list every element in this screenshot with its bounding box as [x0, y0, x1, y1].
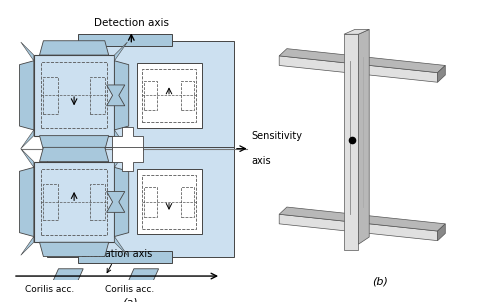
Polygon shape [128, 269, 158, 283]
Bar [142, 175, 196, 229]
Text: (a): (a) [122, 297, 138, 302]
Polygon shape [106, 191, 125, 212]
Bar [144, 187, 156, 217]
Text: (b): (b) [372, 276, 388, 287]
Bar [136, 63, 202, 128]
Polygon shape [20, 61, 34, 130]
Polygon shape [279, 49, 446, 73]
Bar [90, 184, 105, 220]
Polygon shape [40, 136, 108, 150]
Bar [78, 34, 172, 46]
Polygon shape [114, 236, 128, 255]
Polygon shape [114, 167, 128, 236]
Bar [182, 187, 194, 217]
Text: axis: axis [251, 156, 270, 166]
Bar [47, 147, 234, 257]
Polygon shape [106, 85, 125, 106]
Polygon shape [20, 167, 34, 236]
Polygon shape [21, 42, 34, 61]
Bar [41, 62, 107, 128]
Polygon shape [114, 61, 128, 130]
Polygon shape [112, 127, 143, 150]
Text: Corilis acc.: Corilis acc. [25, 284, 74, 294]
Polygon shape [21, 130, 34, 149]
Bar [34, 55, 114, 136]
Polygon shape [40, 147, 108, 162]
Polygon shape [112, 147, 143, 171]
Polygon shape [279, 207, 446, 231]
Bar [90, 77, 105, 114]
Polygon shape [21, 149, 34, 167]
Polygon shape [21, 236, 34, 255]
Bar [34, 162, 114, 242]
Text: Excitation axis: Excitation axis [82, 249, 152, 273]
Bar [136, 169, 202, 234]
Polygon shape [438, 66, 446, 82]
Text: Corilis acc.: Corilis acc. [106, 284, 154, 294]
Polygon shape [114, 130, 128, 149]
Bar [43, 184, 59, 220]
Bar [144, 81, 156, 110]
Polygon shape [40, 242, 108, 257]
Text: Detection axis: Detection axis [94, 18, 169, 28]
Polygon shape [344, 30, 369, 34]
Text: Sensitivity: Sensitivity [251, 131, 302, 141]
Polygon shape [279, 214, 438, 241]
Polygon shape [279, 56, 438, 82]
Bar [47, 41, 234, 150]
Polygon shape [40, 41, 108, 55]
Polygon shape [344, 34, 358, 250]
Bar [41, 169, 107, 235]
Polygon shape [52, 269, 83, 283]
Bar [142, 69, 196, 122]
Bar [43, 77, 59, 114]
Polygon shape [114, 149, 128, 167]
Polygon shape [358, 30, 369, 244]
Polygon shape [438, 224, 446, 241]
Bar [78, 251, 172, 263]
Bar [182, 81, 194, 110]
Polygon shape [114, 42, 128, 61]
